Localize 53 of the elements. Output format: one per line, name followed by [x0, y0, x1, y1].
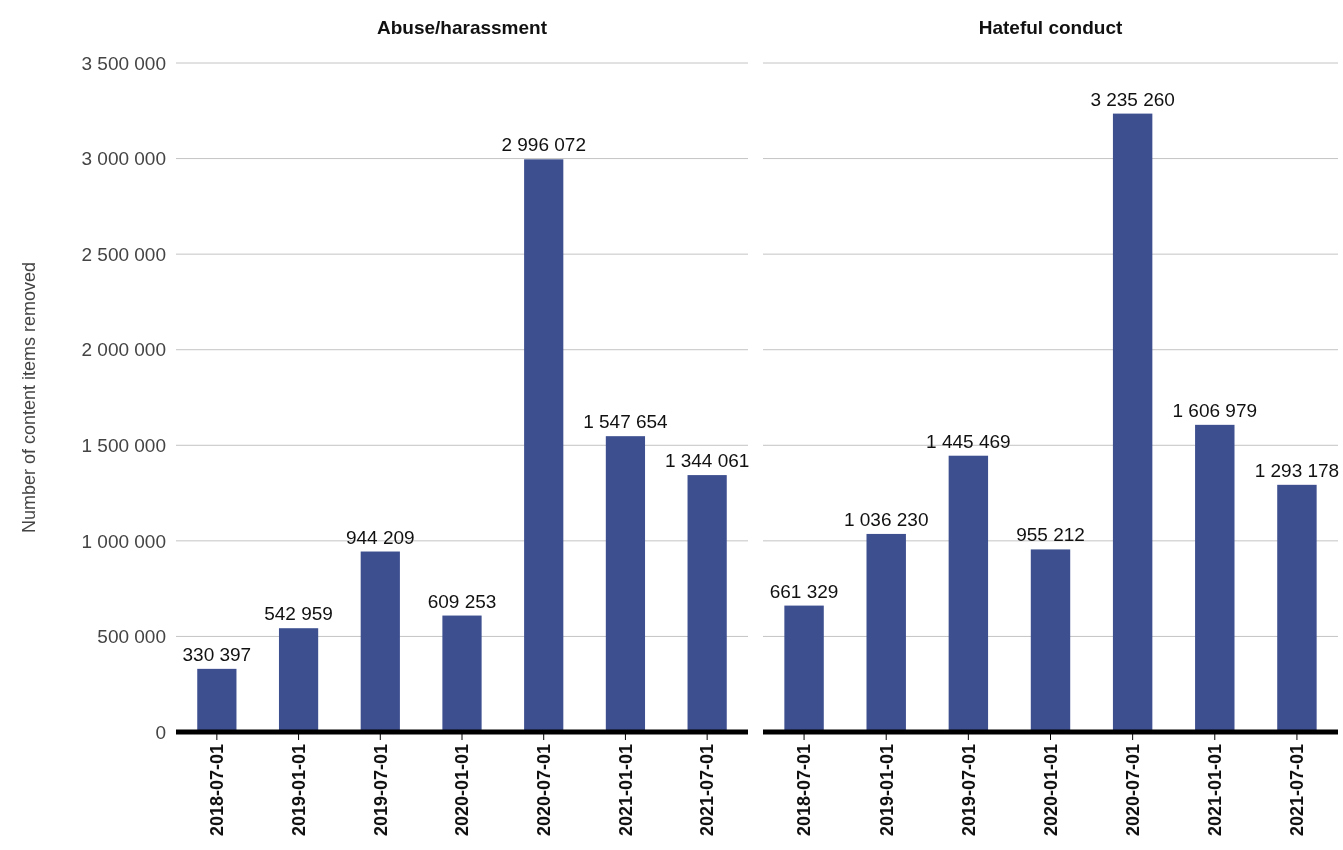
bar [784, 605, 824, 732]
bar [687, 475, 727, 732]
y-tick-label: 1 000 000 [81, 530, 166, 552]
data-label: 609 253 [427, 590, 497, 612]
data-label: 1 036 230 [843, 508, 929, 530]
data-label: 1 445 469 [926, 430, 1011, 452]
x-tick-label: 2020-01-01 [1040, 744, 1061, 837]
bar [605, 436, 646, 732]
data-label: 1 344 061 [664, 450, 750, 472]
y-tick-label: 500 000 [97, 626, 166, 648]
x-tick-label: 2019-07-01 [370, 744, 391, 837]
y-axis-title: Number of content items removed [19, 261, 39, 534]
y-tick-label: 1 500 000 [81, 434, 166, 456]
y-tick-label: 3 000 000 [81, 148, 166, 170]
data-label: 330 397 [182, 643, 252, 665]
bar [948, 455, 989, 732]
data-label: 542 959 [264, 603, 333, 625]
bar [1112, 113, 1153, 732]
data-label: 1 547 654 [583, 411, 669, 433]
y-tick-label: 3 500 000 [81, 52, 166, 74]
x-tick-label: 2020-07-01 [534, 744, 555, 837]
x-tick-label: 2020-01-01 [452, 744, 473, 837]
y-tick-label: 2 000 000 [81, 339, 166, 361]
bar [524, 159, 564, 732]
x-tick-label: 2018-07-01 [207, 744, 228, 837]
data-label: 1 293 178 [1254, 459, 1340, 481]
chart-title: Abuse/harassment [376, 17, 548, 38]
bar [197, 668, 237, 732]
x-tick-label: 2021-07-01 [1287, 744, 1308, 837]
x-tick-label: 2019-07-01 [958, 744, 979, 837]
bar [866, 533, 906, 732]
x-tick-label: 2021-01-01 [1205, 744, 1226, 837]
data-label: 3 235 260 [1090, 88, 1175, 110]
data-label: 1 606 979 [1172, 399, 1258, 421]
y-tick-label: 0 [155, 721, 166, 743]
x-tick-label: 2020-07-01 [1122, 744, 1143, 837]
data-label: 661 329 [769, 580, 839, 602]
bar [1195, 424, 1235, 732]
bar [1277, 484, 1317, 732]
bar [442, 615, 482, 732]
bar [360, 551, 400, 732]
x-tick-label: 2019-01-01 [288, 744, 309, 837]
x-tick-label: 2021-01-01 [615, 744, 636, 837]
bar [1030, 549, 1071, 732]
data-label: 955 212 [1016, 524, 1085, 546]
x-tick-label: 2018-07-01 [794, 744, 815, 837]
x-tick-label: 2021-07-01 [697, 744, 718, 837]
chart-title: Hateful conduct [978, 17, 1123, 38]
bar [278, 628, 319, 732]
x-tick-label: 2019-01-01 [876, 744, 897, 837]
data-label: 944 209 [345, 526, 415, 548]
y-tick-label: 2 500 000 [81, 243, 166, 265]
data-label: 2 996 072 [501, 134, 586, 156]
